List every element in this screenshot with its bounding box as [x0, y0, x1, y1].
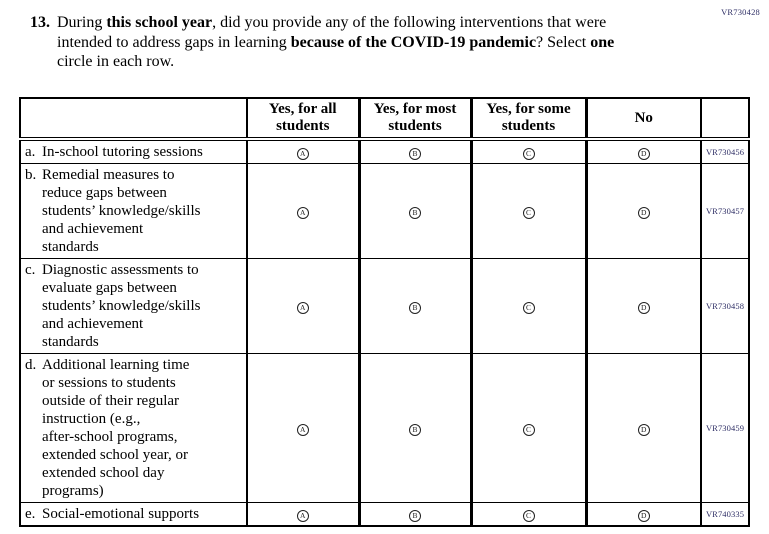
question-text: During this school year, did you provide… [57, 13, 737, 72]
row-label: Additional learning time or sessions to … [42, 357, 190, 499]
row-letter: c. [25, 262, 36, 278]
option-circle-b[interactable]: B [409, 301, 421, 314]
table-body: a. In-school tutoring sessions A B C D VR73045… [20, 138, 749, 526]
question-segment: During [57, 14, 107, 31]
option-circle-a[interactable]: A [296, 301, 309, 314]
table-header-row: Yes, for all students Yes, for most stud… [20, 98, 749, 141]
option-circle-d[interactable]: D [637, 509, 650, 522]
option-circle-c[interactable]: C [522, 147, 535, 160]
option-circle-b[interactable]: B [409, 509, 421, 522]
option-circle-c[interactable]: C [522, 509, 535, 522]
option-circle-b[interactable]: B [409, 423, 421, 436]
interventions-table: Yes, for all students Yes, for most stud… [19, 97, 750, 527]
option-cell: C [471, 138, 588, 164]
question-block: 13. During this school year, did you pro… [30, 13, 742, 72]
row-code: VR730459 [701, 353, 749, 503]
option-circle-d[interactable]: D [637, 206, 650, 219]
row-label: Remedial measures to reduce gaps between… [42, 167, 201, 255]
row-label-wrap: e. Social-emotional supports [25, 505, 244, 523]
option-circle-a[interactable]: A [296, 509, 309, 522]
option-circle-a[interactable]: A [296, 147, 309, 160]
option-cell: B [359, 138, 473, 164]
option-circle-b[interactable]: B [409, 147, 421, 160]
option-circle-d[interactable]: D [637, 147, 650, 160]
option-cell: B [359, 163, 473, 259]
row-code: VR730458 [701, 258, 749, 354]
row-letter: e. [25, 506, 36, 522]
option-cell: A [247, 502, 361, 526]
row-letter: b. [25, 167, 37, 183]
col-header-yes-some: Yes, for some students [471, 98, 588, 141]
option-cell: D [586, 502, 702, 526]
col-header-no: No [586, 98, 702, 141]
option-cell: C [471, 163, 588, 259]
option-cell: C [471, 353, 588, 503]
row-letter: a. [25, 144, 36, 160]
row-code: VR730456 [701, 138, 749, 164]
option-cell: D [586, 138, 702, 164]
option-cell: B [359, 502, 473, 526]
col-header-row-label [20, 98, 248, 141]
option-cell: D [586, 258, 702, 354]
row-label-cell: b. Remedial measures to reduce gaps betwe… [20, 163, 248, 259]
option-cell: A [247, 138, 361, 164]
row-label-wrap: c. Diagnostic assessments to evaluate gap… [25, 261, 244, 351]
question-segment: ? Select [536, 33, 591, 51]
option-cell: B [359, 258, 473, 354]
option-circle-c[interactable]: C [522, 423, 535, 436]
question-segment: , did you provide any of the following i… [57, 14, 607, 51]
row-label: Social-emotional supports [42, 506, 200, 522]
row-label-cell: e. Social-emotional supports [20, 502, 248, 526]
option-circle-c[interactable]: C [522, 206, 535, 219]
row-code: VR740335 [701, 502, 749, 526]
row-label-wrap: d. Additional learning time or sessions t… [25, 356, 244, 500]
row-label-cell: d. Additional learning time or sessions t… [20, 353, 248, 503]
table-row: d. Additional learning time or sessions t… [20, 353, 749, 503]
option-cell: A [247, 353, 361, 503]
table-row: c. Diagnostic assessments to evaluate gap… [20, 258, 749, 354]
row-letter: d. [25, 357, 37, 373]
row-label-cell: c. Diagnostic assessments to evaluate gap… [20, 258, 248, 354]
row-label-cell: a. In-school tutoring sessions [20, 138, 248, 164]
row-label-wrap: b. Remedial measures to reduce gaps betwe… [25, 166, 244, 256]
option-cell: A [247, 258, 361, 354]
option-cell: C [471, 258, 588, 354]
option-cell: B [359, 353, 473, 503]
option-circle-b[interactable]: B [409, 206, 421, 219]
row-code: VR730457 [701, 163, 749, 259]
option-cell: C [471, 502, 588, 526]
option-cell: A [247, 163, 361, 259]
option-circle-c[interactable]: C [522, 301, 535, 314]
page-form-code: VR730428 [721, 7, 760, 17]
option-circle-d[interactable]: D [637, 423, 650, 436]
question-bold-segment: this school year [106, 14, 213, 31]
question-number: 13. [30, 14, 50, 31]
table-row: b. Remedial measures to reduce gaps betwe… [20, 163, 749, 259]
option-circle-a[interactable]: A [296, 423, 309, 436]
option-cell: D [586, 163, 702, 259]
table-row: a. In-school tutoring sessions A B C D VR73045… [20, 138, 749, 164]
col-header-code [701, 98, 749, 141]
option-cell: D [586, 353, 702, 503]
table-row: e. Social-emotional supports A B C D VR740335 [20, 502, 749, 526]
row-label-wrap: a. In-school tutoring sessions [25, 143, 244, 161]
col-header-yes-most: Yes, for most students [359, 98, 473, 141]
option-circle-a[interactable]: A [296, 206, 309, 219]
row-label: Diagnostic assessments to evaluate gaps … [42, 262, 201, 350]
row-label: In-school tutoring sessions [42, 144, 203, 160]
question-bold-segment: because of the COVID-19 pandemic [290, 33, 537, 51]
question-bold-segment: one [590, 33, 615, 51]
col-header-yes-all: Yes, for all students [247, 98, 361, 141]
question-segment: circle in each row. [57, 53, 175, 70]
option-circle-d[interactable]: D [637, 301, 650, 314]
